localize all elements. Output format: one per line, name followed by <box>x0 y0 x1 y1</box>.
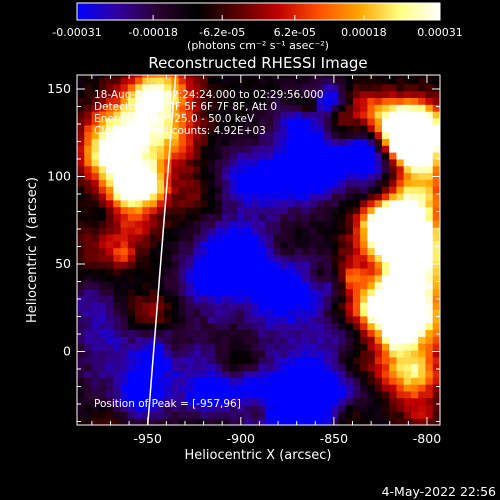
y-tick-label: 150 <box>47 81 71 96</box>
timestamp-footer: 4-May-2022 22:56 <box>382 484 496 499</box>
clean-counts-text: Clean Total counts: 4.92E+03 <box>94 125 266 137</box>
x-tick-label: -850 <box>320 431 348 446</box>
heatmap-image <box>77 75 440 425</box>
x-tick-label: -800 <box>413 431 441 446</box>
y-axis: 0 50 100 150 <box>47 81 440 422</box>
y-tick-label: 0 <box>63 344 71 359</box>
x-axis-label: Heliocentric X (arcsec) <box>185 448 332 463</box>
x-tick-label: -950 <box>134 431 162 446</box>
colorbar-tick-label: -0.00031 <box>52 26 101 39</box>
colorbar-unit-label: (photons cm⁻² s⁻¹ asec⁻²) <box>187 39 329 52</box>
y-tick-label: 100 <box>47 169 71 184</box>
colorbar-tick-label: 6.2e-05 <box>274 26 316 39</box>
y-tick-label: 50 <box>55 256 71 271</box>
y-axis-label: Heliocentric Y (arcsec) <box>25 177 40 323</box>
colorbar-ticks: -0.00031 -0.00018 -6.2e-05 6.2e-05 0.00018 0.… <box>52 15 463 39</box>
solar-limb-line <box>146 75 177 425</box>
colorbar: -0.00031 -0.00018 -6.2e-05 6.2e-05 0.00018 0.… <box>52 2 463 52</box>
chart-title: Reconstructed RHESSI Image <box>148 54 367 72</box>
peak-position-text: Position of Peak = [-957,96] <box>94 398 241 410</box>
plot-frame <box>76 74 441 426</box>
x-axis: -950 -900 -850 -800 <box>91 75 441 446</box>
colorbar-tick-label: 0.00031 <box>417 26 463 39</box>
detectors-text: Detectors: 3F 4F 5F 6F 7F 8F, Att 0 <box>94 101 277 113</box>
colorbar-tick-label: 0.00018 <box>341 26 387 39</box>
colorbar-gradient <box>76 2 441 21</box>
colorbar-tick-label: -6.2e-05 <box>199 26 245 39</box>
colorbar-tick-label: -0.00018 <box>128 26 177 39</box>
observation-info: 18-Aug-2003 02:24:24.000 to 02:29:56.000… <box>94 89 324 410</box>
time-range-text: 18-Aug-2003 02:24:24.000 to 02:29:56.000 <box>94 89 324 101</box>
energy-range-text: Energy Range: 25.0 - 50.0 keV <box>94 113 255 125</box>
x-tick-label: -900 <box>227 431 255 446</box>
